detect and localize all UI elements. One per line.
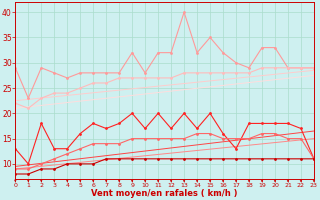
X-axis label: Vent moyen/en rafales ( km/h ): Vent moyen/en rafales ( km/h )	[92, 189, 238, 198]
